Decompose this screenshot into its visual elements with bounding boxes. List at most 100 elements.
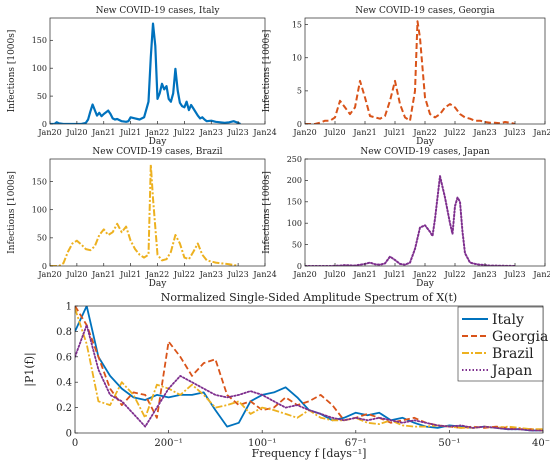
x-tick-label: Jan20 <box>37 270 61 279</box>
x-axis-label: Day <box>416 137 435 147</box>
y-tick-label: 150 <box>287 198 302 207</box>
y-tick-label: 150 <box>32 36 47 45</box>
axes-box <box>304 158 546 267</box>
x-tick-label: Jan24 <box>252 270 276 279</box>
x-tick-label: Jan24 <box>252 128 276 137</box>
x-tick-label: 0 <box>72 438 78 449</box>
y-axis-label: Infections [1000s] <box>262 30 272 113</box>
x-tick-label: Jan22 <box>145 270 169 279</box>
y-tick-label: 5 <box>297 87 302 96</box>
y-tick-label: 0.8 <box>56 327 72 338</box>
y-axis-label: Infections [1000s] <box>262 171 272 254</box>
x-tick-label: Jan24 <box>532 270 550 279</box>
x-tick-label: Jan21 <box>352 128 376 137</box>
x-tick-label: Jan21 <box>91 128 115 137</box>
legend-label: Georgia <box>492 329 548 345</box>
x-tick-label: Jul21 <box>383 270 405 279</box>
y-tick-label: 0.4 <box>56 378 72 389</box>
series-line-0 <box>50 22 241 124</box>
legend-label: Italy <box>492 312 524 328</box>
axes-box <box>49 17 266 125</box>
x-tick-label: Jan22 <box>412 270 436 279</box>
x-axis-label: Day <box>149 279 168 289</box>
chart-title: New COVID-19 cases, Japan <box>360 147 489 157</box>
x-tick-label: 100⁻¹ <box>248 438 276 449</box>
x-tick-label: Jan23 <box>472 128 496 137</box>
x-tick-label: Jul23 <box>227 270 249 279</box>
chart-title: New COVID-19 cases, Brazil <box>92 147 222 157</box>
x-tick-label: Jul23 <box>503 270 525 279</box>
chart-title: New COVID-19 cases, Georgia <box>355 6 495 16</box>
y-tick-label: 0 <box>66 429 72 440</box>
series-line-1 <box>305 20 516 124</box>
y-tick-label: 1 <box>66 302 72 313</box>
x-tick-label: Jul21 <box>119 128 141 137</box>
y-tick-label: 100 <box>32 205 47 214</box>
x-tick-label: Jul22 <box>173 270 195 279</box>
x-axis-label: Day <box>416 279 435 289</box>
chart-panel-3: Jan20 Jul20 Jan21 Jul21 Jan22 Jul22 Jan23 Jul23… <box>262 147 550 289</box>
x-tick-label: Jan21 <box>352 270 376 279</box>
x-tick-label: Jul22 <box>443 270 465 279</box>
x-tick-label: Jan20 <box>292 128 316 137</box>
chart-panel-4: 0 200⁻¹ 100⁻¹ 67⁻¹ 50⁻¹ 40⁻¹ 0 0.2 0.4 0.6 0.8 1 Nor… <box>23 291 550 460</box>
y-tick-label: 0.2 <box>56 403 72 414</box>
x-tick-label: Jan21 <box>91 270 115 279</box>
x-tick-label: Jul23 <box>227 128 249 137</box>
y-tick-label: 100 <box>32 64 47 73</box>
axes-box <box>304 17 546 125</box>
x-tick-label: Jan23 <box>199 128 223 137</box>
x-tick-label: 50⁻¹ <box>438 438 460 449</box>
series-line-georgia <box>75 306 543 432</box>
legend-label: Brazil <box>492 346 534 362</box>
x-axis-label: Frequency f [days⁻¹] <box>252 447 367 460</box>
x-tick-label: Jul20 <box>323 270 345 279</box>
x-tick-label: Jul20 <box>65 128 87 137</box>
y-axis-label: |P1(f)| <box>23 352 37 386</box>
x-tick-label: Jan20 <box>37 128 61 137</box>
y-tick-label: 50 <box>37 234 47 243</box>
y-tick-label: 150 <box>32 177 47 186</box>
x-tick-label: Jul20 <box>323 128 345 137</box>
y-axis-label: Infections [1000s] <box>7 171 17 254</box>
chart-title: New COVID-19 cases, Italy <box>96 6 221 16</box>
x-tick-label: Jan24 <box>532 128 550 137</box>
y-tick-label: 10 <box>292 54 302 63</box>
y-tick-label: 100 <box>287 219 302 228</box>
x-tick-label: Jan23 <box>199 270 223 279</box>
x-tick-label: Jul22 <box>443 128 465 137</box>
y-tick-label: 50 <box>292 240 302 249</box>
x-tick-label: Jul23 <box>503 128 525 137</box>
x-tick-label: 40⁻¹ <box>532 438 550 449</box>
chart-panel-0: Jan20 Jul20 Jan21 Jul21 Jan22 Jul22 Jan23 Jul23… <box>7 6 277 147</box>
y-tick-label: 250 <box>287 155 302 164</box>
x-tick-label: Jul21 <box>119 270 141 279</box>
x-tick-label: Jul20 <box>65 270 87 279</box>
chart-title: Normalized Single-Sided Amplitude Spectr… <box>161 291 457 304</box>
y-tick-label: 0 <box>297 262 302 271</box>
chart-panel-1: Jan20 Jul20 Jan21 Jul21 Jan22 Jul22 Jan23 Jul23… <box>262 6 550 147</box>
x-tick-label: Jan22 <box>145 128 169 137</box>
x-tick-label: 67⁻¹ <box>345 438 367 449</box>
x-tick-label: 200⁻¹ <box>154 438 182 449</box>
y-tick-label: 0 <box>42 120 47 129</box>
series-line-japan <box>75 324 543 432</box>
chart-panel-2: Jan20 Jul20 Jan21 Jul21 Jan22 Jul22 Jan23 Jul23… <box>7 147 277 289</box>
y-tick-label: 50 <box>37 92 47 101</box>
series-line-3 <box>305 175 516 266</box>
y-tick-label: 0 <box>42 262 47 271</box>
y-tick-label: 15 <box>292 20 302 29</box>
legend-label: Japan <box>490 363 532 379</box>
x-tick-label: Jul22 <box>173 128 195 137</box>
y-tick-label: 200 <box>287 176 302 185</box>
y-tick-label: 0.6 <box>56 352 72 363</box>
series-line-2 <box>50 163 239 266</box>
x-tick-label: Jul21 <box>383 128 405 137</box>
x-tick-label: Jan23 <box>472 270 496 279</box>
x-tick-label: Jan22 <box>412 128 436 137</box>
x-tick-label: Jan20 <box>292 270 316 279</box>
y-axis-label: Infections [1000s] <box>7 30 17 113</box>
y-tick-label: 0 <box>297 120 302 129</box>
